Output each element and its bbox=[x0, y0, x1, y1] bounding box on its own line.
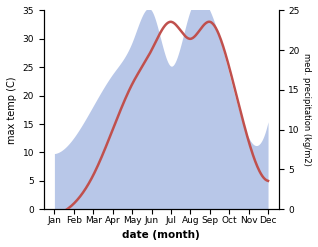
Y-axis label: max temp (C): max temp (C) bbox=[7, 76, 17, 144]
Y-axis label: med. precipitation (kg/m2): med. precipitation (kg/m2) bbox=[302, 53, 311, 166]
X-axis label: date (month): date (month) bbox=[122, 230, 200, 240]
